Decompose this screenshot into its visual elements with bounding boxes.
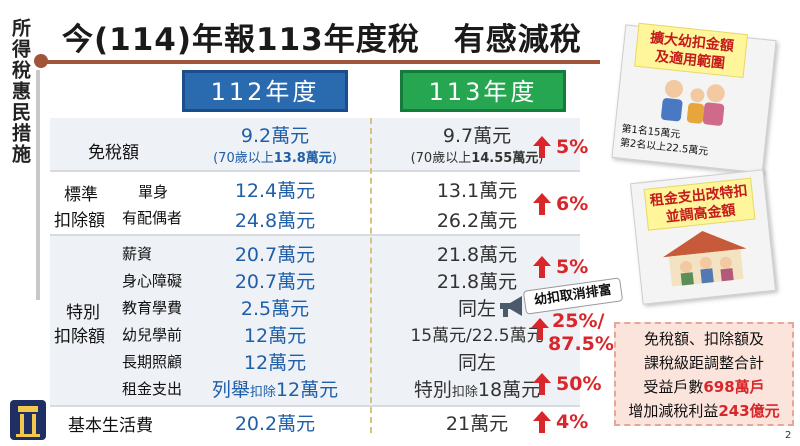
single-113: 13.1萬元	[436, 180, 518, 202]
summary-box	[614, 322, 794, 426]
card-note-rent: 租金支出改特扣 並調高金額	[643, 177, 756, 231]
label-preschool: 幼兒學前	[122, 326, 183, 344]
row-separator	[50, 170, 580, 172]
photo-card-preschool: 擴大幼扣金額 及適用範圍 第1名15萬元 第2名以上22.5萬元	[611, 22, 777, 174]
year-header-113: 113年度	[400, 70, 566, 112]
label-standard-top: 標準	[64, 185, 98, 205]
row-bg-exemption	[50, 118, 580, 170]
label-special-bottom: 扣除額	[54, 327, 105, 347]
label-disability: 身心障礙	[122, 272, 183, 290]
salary-113: 21.8萬元	[436, 244, 518, 266]
label-salary: 薪資	[122, 245, 153, 263]
preschool-112: 12萬元	[243, 325, 307, 347]
exemption-113-senior: (70歲以上14.55萬元)	[410, 151, 544, 166]
vertical-divider	[36, 70, 40, 300]
salary-112: 20.7萬元	[234, 244, 316, 266]
house-illustration-icon	[662, 231, 747, 287]
education-112: 2.5萬元	[240, 298, 310, 320]
pct-exemption: 5%	[556, 136, 589, 158]
exemption-112-senior: (70歲以上13.8萬元)	[213, 151, 337, 166]
married-112: 24.8萬元	[234, 210, 316, 232]
year-header-112: 112年度	[182, 70, 348, 112]
up-arrow-icon	[533, 256, 551, 278]
family-illustration-icon	[661, 79, 725, 126]
pct-standard: 6%	[556, 193, 589, 215]
title-dot	[34, 54, 48, 68]
row-separator	[50, 405, 580, 407]
label-basic: 基本生活費	[68, 416, 153, 436]
pct-preschool-a: 25%/	[552, 310, 605, 332]
up-arrow-icon	[533, 411, 551, 433]
longterm-112: 12萬元	[243, 352, 307, 374]
label-exemption: 免稅額	[88, 143, 139, 163]
label-education: 教育學費	[122, 299, 183, 317]
preschool-113: 15萬元/22.5萬元	[410, 326, 544, 346]
page-title: 今(114)年報113年度稅 有感減稅	[62, 22, 582, 58]
title-underline	[40, 60, 600, 64]
disability-112: 20.7萬元	[234, 271, 316, 293]
exemption-112: 9.2萬元	[240, 125, 310, 147]
married-113: 26.2萬元	[436, 210, 518, 232]
pct-rent: 50%	[556, 373, 602, 395]
summary-line4: 增加減稅利益243億元	[628, 402, 780, 420]
label-special-top: 特別	[66, 303, 100, 323]
basic-113: 21萬元	[445, 413, 509, 435]
rent-112: 列舉扣除12萬元	[211, 379, 339, 401]
label-married: 有配偶者	[122, 209, 183, 227]
summary-line3: 受益戶數698萬戶	[643, 378, 765, 396]
column-divider	[370, 118, 372, 433]
card-line2: 第2名以上22.5萬元	[619, 137, 709, 158]
ministry-emblem-icon	[10, 400, 46, 440]
rent-113: 特別扣除18萬元	[413, 379, 541, 401]
pct-preschool-b: 87.5%	[548, 333, 614, 355]
up-arrow-icon	[533, 373, 551, 395]
disability-113: 21.8萬元	[436, 271, 518, 293]
card-note-preschool: 擴大幼扣金額 及適用範圍	[634, 22, 749, 79]
up-arrow-icon	[531, 318, 549, 340]
vertical-section-label: 所得稅惠民措施	[9, 18, 31, 165]
summary-line1: 免稅額、扣除額及	[643, 330, 764, 348]
row-bg-special	[50, 236, 580, 406]
summary-line2: 課稅級距調整合計	[643, 354, 764, 372]
page-number: 2	[785, 430, 792, 441]
education-113: 同左	[457, 298, 496, 320]
row-separator	[50, 234, 580, 236]
pct-special: 5%	[556, 256, 589, 278]
longterm-113: 同左	[457, 352, 496, 374]
up-arrow-icon	[533, 193, 551, 215]
label-longterm: 長期照顧	[122, 353, 183, 371]
label-single: 單身	[138, 183, 169, 201]
up-arrow-icon	[533, 136, 551, 158]
label-rent: 租金支出	[122, 380, 183, 398]
basic-112: 20.2萬元	[234, 413, 316, 435]
megaphone-icon	[500, 296, 522, 317]
exemption-113: 9.7萬元	[442, 125, 512, 147]
pct-basic: 4%	[556, 411, 589, 433]
photo-card-rent: 租金支出改特扣 並調高金額	[629, 169, 777, 305]
label-standard-bottom: 扣除額	[54, 211, 105, 231]
single-112: 12.4萬元	[234, 180, 316, 202]
